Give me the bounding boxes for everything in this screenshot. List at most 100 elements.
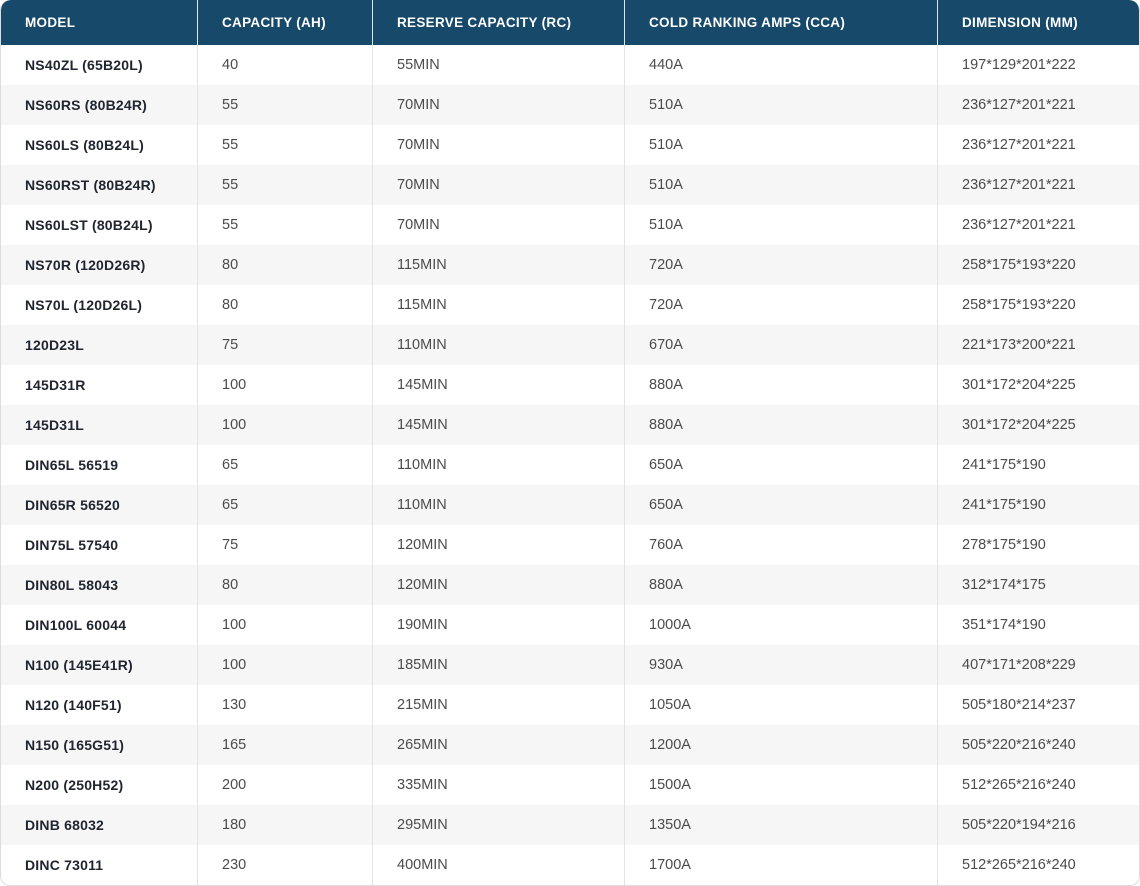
cell-model: DINB 68032 <box>25 817 105 833</box>
table-row: DIN80L 58043 80 120MIN 880A 312*174*175 <box>1 565 1139 605</box>
cell-reserve-capacity: 110MIN <box>372 325 624 365</box>
cell-dimension-mm: 505*220*194*216 <box>937 805 1139 845</box>
cell-capacity-ah: 55 <box>197 165 372 205</box>
cell-cca: 440A <box>624 45 937 85</box>
cell-reserve-capacity: 115MIN <box>372 245 624 285</box>
table-row: DINB 68032 180 295MIN 1350A 505*220*194*… <box>1 805 1139 845</box>
cell-cca: 650A <box>624 485 937 525</box>
table-row: DINC 73011 230 400MIN 1700A 512*265*216*… <box>1 845 1139 885</box>
cell-dimension-mm: 512*265*216*240 <box>937 845 1139 885</box>
cell-dimension-mm: 312*174*175 <box>937 565 1139 605</box>
cell-dimension-mm: 351*174*190 <box>937 605 1139 645</box>
cell-model: DIN100L 60044 <box>25 617 127 633</box>
cell-reserve-capacity: 55MIN <box>372 45 624 85</box>
table-row: NS70L (120D26L) 80 115MIN 720A 258*175*1… <box>1 285 1139 325</box>
cell-capacity-ah: 100 <box>197 365 372 405</box>
cell-cca: 1700A <box>624 845 937 885</box>
cell-reserve-capacity: 120MIN <box>372 565 624 605</box>
column-header-dimension-mm: DIMENSION (MM) <box>937 0 1139 45</box>
cell-cca: 1050A <box>624 685 937 725</box>
cell-cca: 510A <box>624 165 937 205</box>
cell-cca: 1000A <box>624 605 937 645</box>
cell-model: DINC 73011 <box>25 857 104 873</box>
column-header-reserve-capacity: RESERVE CAPACITY (RC) <box>372 0 624 45</box>
cell-dimension-mm: 505*180*214*237 <box>937 685 1139 725</box>
table-row: NS60LS (80B24L) 55 70MIN 510A 236*127*20… <box>1 125 1139 165</box>
cell-model: DIN65R 56520 <box>25 497 121 513</box>
cell-capacity-ah: 80 <box>197 285 372 325</box>
cell-dimension-mm: 236*127*201*221 <box>937 165 1139 205</box>
cell-reserve-capacity: 335MIN <box>372 765 624 805</box>
cell-capacity-ah: 165 <box>197 725 372 765</box>
table-row: 145D31L 100 145MIN 880A 301*172*204*225 <box>1 405 1139 445</box>
cell-dimension-mm: 505*220*216*240 <box>937 725 1139 765</box>
table-header-row: MODEL CAPACITY (AH) RESERVE CAPACITY (RC… <box>1 0 1139 45</box>
cell-dimension-mm: 278*175*190 <box>937 525 1139 565</box>
cell-reserve-capacity: 110MIN <box>372 485 624 525</box>
cell-cca: 510A <box>624 85 937 125</box>
cell-capacity-ah: 100 <box>197 405 372 445</box>
cell-cca: 1350A <box>624 805 937 845</box>
cell-capacity-ah: 80 <box>197 565 372 605</box>
cell-cca: 880A <box>624 365 937 405</box>
cell-reserve-capacity: 110MIN <box>372 445 624 485</box>
table-row: N120 (140F51) 130 215MIN 1050A 505*180*2… <box>1 685 1139 725</box>
cell-cca: 1200A <box>624 725 937 765</box>
cell-dimension-mm: 301*172*204*225 <box>937 405 1139 445</box>
cell-cca: 930A <box>624 645 937 685</box>
cell-cca: 1500A <box>624 765 937 805</box>
cell-model: NS60RS (80B24R) <box>25 97 148 113</box>
cell-reserve-capacity: 265MIN <box>372 725 624 765</box>
cell-model: NS70L (120D26L) <box>25 297 143 313</box>
cell-model: N150 (165G51) <box>25 737 125 753</box>
cell-dimension-mm: 301*172*204*225 <box>937 365 1139 405</box>
cell-reserve-capacity: 115MIN <box>372 285 624 325</box>
cell-dimension-mm: 221*173*200*221 <box>937 325 1139 365</box>
cell-capacity-ah: 65 <box>197 445 372 485</box>
cell-model: NS70R (120D26R) <box>25 257 146 273</box>
table-row: NS60RS (80B24R) 55 70MIN 510A 236*127*20… <box>1 85 1139 125</box>
cell-reserve-capacity: 70MIN <box>372 85 624 125</box>
column-header-capacity-ah: CAPACITY (AH) <box>197 0 372 45</box>
cell-model: N200 (250H52) <box>25 777 124 793</box>
cell-capacity-ah: 100 <box>197 605 372 645</box>
table-row: NS60LST (80B24L) 55 70MIN 510A 236*127*2… <box>1 205 1139 245</box>
table-row: N150 (165G51) 165 265MIN 1200A 505*220*2… <box>1 725 1139 765</box>
cell-model: N100 (145E41R) <box>25 657 133 673</box>
cell-reserve-capacity: 120MIN <box>372 525 624 565</box>
cell-dimension-mm: 241*175*190 <box>937 445 1139 485</box>
cell-model: 145D31L <box>25 417 84 433</box>
cell-reserve-capacity: 145MIN <box>372 405 624 445</box>
table-row: 120D23L 75 110MIN 670A 221*173*200*221 <box>1 325 1139 365</box>
cell-capacity-ah: 55 <box>197 205 372 245</box>
cell-capacity-ah: 55 <box>197 125 372 165</box>
cell-model: DIN65L 56519 <box>25 457 119 473</box>
cell-reserve-capacity: 295MIN <box>372 805 624 845</box>
cell-cca: 670A <box>624 325 937 365</box>
cell-capacity-ah: 65 <box>197 485 372 525</box>
cell-dimension-mm: 241*175*190 <box>937 485 1139 525</box>
cell-model: NS60LS (80B24L) <box>25 137 144 153</box>
cell-dimension-mm: 236*127*201*221 <box>937 205 1139 245</box>
cell-reserve-capacity: 190MIN <box>372 605 624 645</box>
cell-capacity-ah: 75 <box>197 325 372 365</box>
cell-capacity-ah: 55 <box>197 85 372 125</box>
cell-dimension-mm: 258*175*193*220 <box>937 285 1139 325</box>
table-row: DIN65L 56519 65 110MIN 650A 241*175*190 <box>1 445 1139 485</box>
table-row: DIN65R 56520 65 110MIN 650A 241*175*190 <box>1 485 1139 525</box>
cell-model: 120D23L <box>25 337 84 353</box>
cell-model: DIN75L 57540 <box>25 537 119 553</box>
cell-reserve-capacity: 70MIN <box>372 165 624 205</box>
table-row: DIN100L 60044 100 190MIN 1000A 351*174*1… <box>1 605 1139 645</box>
cell-reserve-capacity: 70MIN <box>372 125 624 165</box>
cell-model: DIN80L 58043 <box>25 577 119 593</box>
cell-cca: 760A <box>624 525 937 565</box>
cell-reserve-capacity: 215MIN <box>372 685 624 725</box>
cell-capacity-ah: 75 <box>197 525 372 565</box>
cell-dimension-mm: 407*171*208*229 <box>937 645 1139 685</box>
cell-cca: 880A <box>624 405 937 445</box>
cell-reserve-capacity: 400MIN <box>372 845 624 885</box>
cell-reserve-capacity: 70MIN <box>372 205 624 245</box>
cell-capacity-ah: 100 <box>197 645 372 685</box>
